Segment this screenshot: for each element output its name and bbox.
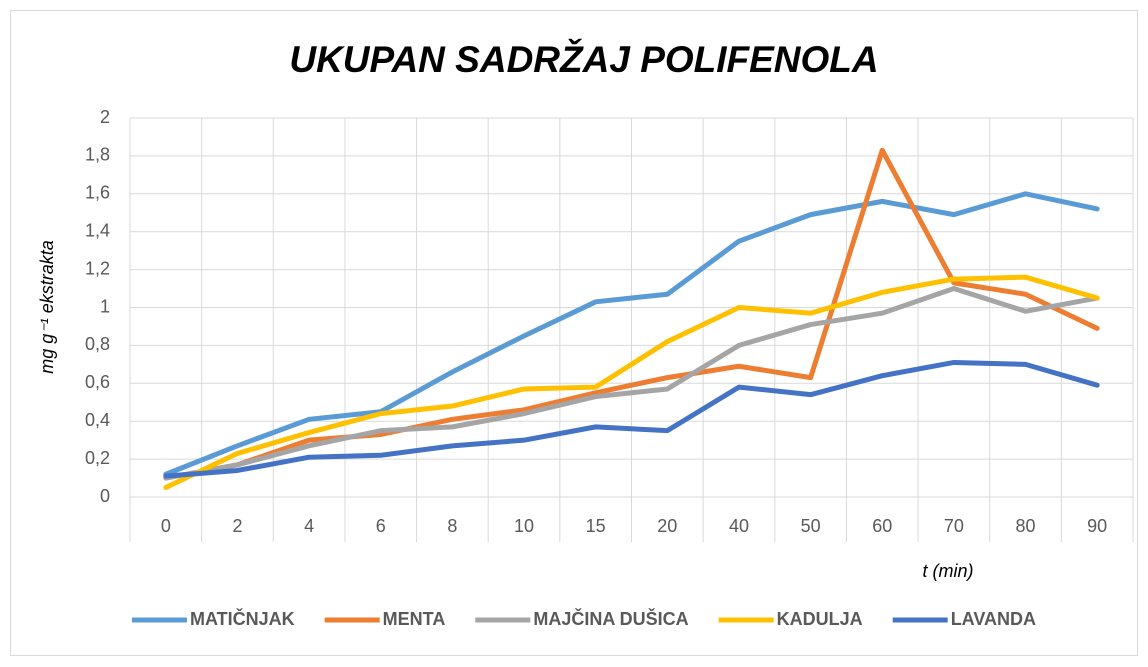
x-tick-label: 80	[1016, 516, 1036, 536]
y-tick-label: 1,6	[85, 183, 110, 203]
x-tick-label: 8	[447, 516, 457, 536]
legend-label: LAVANDA	[951, 609, 1036, 629]
legend-label: MATIČNJAK	[190, 608, 295, 629]
y-tick-label: 0,8	[85, 334, 110, 354]
legend-label: KADULJA	[777, 609, 863, 629]
y-tick-label: 1,2	[85, 258, 110, 278]
y-tick-label: 0,2	[85, 448, 110, 468]
y-tick-label: 0,4	[85, 410, 110, 430]
y-tick-label: 1,8	[85, 145, 110, 165]
series-line	[163, 274, 1100, 491]
series-line	[163, 147, 1100, 481]
series-line	[163, 286, 1100, 481]
x-tick-label: 70	[944, 516, 964, 536]
x-axis-label: t (min)	[923, 561, 974, 581]
legend-label: MAJČINA DUŠICA	[533, 608, 688, 629]
chart-title: UKUPAN SADRŽAJ POLIFENOLA	[289, 38, 878, 80]
y-tick-label: 0	[100, 486, 110, 506]
legend-label: MENTA	[383, 609, 446, 629]
y-tick-label: 2	[100, 107, 110, 127]
x-tick-label: 2	[232, 516, 242, 536]
x-tick-label: 60	[872, 516, 892, 536]
x-tick-label: 40	[729, 516, 749, 536]
series-line	[163, 191, 1100, 477]
x-tick-label: 10	[514, 516, 534, 536]
x-tick-label: 0	[161, 516, 171, 536]
chart-frame	[10, 10, 1138, 656]
x-tick-label: 6	[376, 516, 386, 536]
x-tick-label: 20	[657, 516, 677, 536]
x-tick-label: 90	[1087, 516, 1107, 536]
y-tick-label: 1	[100, 296, 110, 316]
x-tick-label: 15	[586, 516, 606, 536]
y-tick-label: 1,4	[85, 220, 110, 240]
y-tick-label: 0,6	[85, 372, 110, 392]
x-tick-label: 4	[304, 516, 314, 536]
x-tick-label: 50	[801, 516, 821, 536]
y-axis-label: mg g⁻¹ ekstrakta	[37, 240, 57, 374]
series-line	[163, 359, 1100, 479]
